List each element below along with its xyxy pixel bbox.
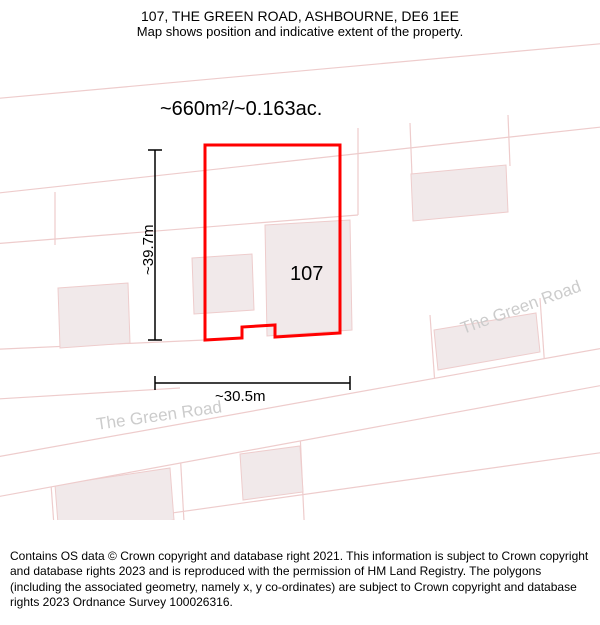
page-subtitle: Map shows position and indicative extent… [10,24,590,39]
header: 107, THE GREEN ROAD, ASHBOURNE, DE6 1EE … [0,0,600,41]
copyright-footer: Contains OS data © Crown copyright and d… [0,541,600,625]
dimension-width-label: ~30.5m [215,388,265,405]
dimension-height-label: ~39.7m [140,225,157,275]
page-title: 107, THE GREEN ROAD, ASHBOURNE, DE6 1EE [10,8,590,24]
map-container: ~660m²/~0.163ac. 107 ~39.7m ~30.5m The G… [0,40,600,520]
house-number-label: 107 [290,263,323,286]
area-label: ~660m²/~0.163ac. [160,98,322,121]
